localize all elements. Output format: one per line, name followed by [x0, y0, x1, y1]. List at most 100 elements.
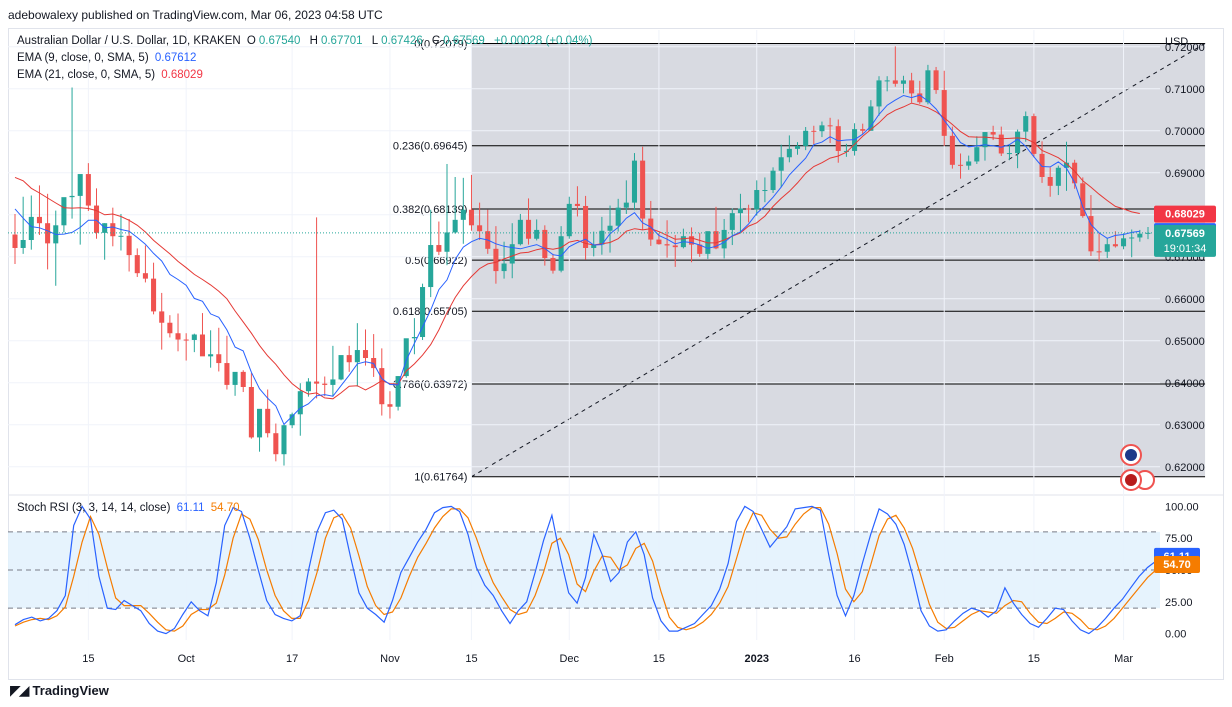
candle-body	[558, 236, 564, 271]
time-tick-label: 2023	[745, 653, 769, 665]
candle-body	[477, 225, 483, 232]
candle-body	[199, 334, 206, 357]
candle-body	[224, 363, 230, 385]
australia-flag-icon-inner	[1125, 449, 1137, 461]
tradingview-logo-icon: ◤◢	[10, 682, 29, 698]
candle-body	[607, 225, 613, 231]
candle-body	[126, 235, 132, 256]
candle-body	[28, 216, 34, 240]
candle-body	[191, 334, 197, 340]
candle-body	[20, 240, 26, 248]
candle-body	[615, 207, 621, 226]
candle-body	[656, 239, 662, 245]
axes: USD0.720000.710000.700000.690000.680000.…	[82, 36, 1216, 665]
candle-body	[517, 219, 523, 245]
candle-body	[640, 160, 646, 219]
event-icons[interactable]	[1120, 444, 1155, 491]
ema-lines	[8, 94, 1160, 426]
candle-body	[167, 322, 173, 334]
candle-body	[599, 230, 605, 245]
time-tick-label: 15	[653, 653, 665, 665]
price-label-text: 0.68029	[1165, 209, 1205, 221]
stoch-tick-label: 75.00	[1165, 533, 1193, 545]
candle-body	[583, 205, 589, 248]
candle-body	[982, 132, 988, 148]
candle-body	[265, 408, 271, 434]
candle-body	[330, 379, 336, 385]
candle-body	[729, 213, 735, 230]
candle-body	[151, 278, 157, 312]
candle-body	[909, 80, 915, 94]
candle-body	[933, 70, 939, 91]
ema21-legend[interactable]: EMA (21, close, 0, SMA, 5) 0.68029	[17, 69, 206, 81]
candle-body	[175, 333, 181, 340]
candle-body	[61, 197, 67, 226]
candle-body	[248, 387, 254, 438]
price-tick-label: 0.70000	[1165, 126, 1205, 138]
candle-body	[69, 195, 75, 198]
candle-body	[574, 203, 580, 206]
candle-body	[1104, 244, 1110, 252]
candle-body	[208, 354, 214, 357]
candle-body	[770, 170, 776, 191]
candle-body	[623, 202, 629, 208]
candle-body	[403, 338, 409, 377]
candle-body	[843, 150, 849, 152]
candle-body	[542, 229, 548, 259]
candle-body	[1129, 237, 1135, 239]
candle-body	[591, 244, 597, 248]
candle-body	[786, 148, 792, 158]
candle-body	[721, 229, 727, 249]
candle-body	[216, 354, 222, 364]
candle-body	[1137, 233, 1143, 238]
fib-level-label: 0.236(0.69645)	[393, 141, 468, 153]
time-tick-label: 16	[848, 653, 860, 665]
stoch-rsi-legend[interactable]: Stoch RSI (3, 3, 14, 14, close) 61.11 54…	[17, 502, 243, 514]
candle-body	[713, 231, 719, 249]
chart-frame	[8, 28, 1224, 680]
bar-countdown: 19:01:34	[1164, 243, 1207, 255]
stoch-tick-label: 100.00	[1165, 501, 1199, 513]
price-tick-label: 0.65000	[1165, 336, 1205, 348]
candle-body	[1006, 153, 1012, 155]
publish-attribution: adebowalexy published on TradingView.com…	[8, 8, 383, 22]
candle-body	[746, 208, 752, 210]
time-tick-label: Nov	[380, 653, 400, 665]
candle-body	[892, 80, 898, 84]
candle-body	[322, 383, 328, 385]
candle-body	[566, 203, 572, 237]
candle-body	[12, 234, 18, 248]
fib-level-label: 0(0.72079)	[414, 38, 467, 50]
fibonacci-retracement[interactable]: 0(0.72079) 0.236(0.69645) 0.382(0.68139) 0.…	[393, 38, 1206, 484]
candle-body	[460, 209, 466, 220]
candle-body	[257, 408, 263, 438]
candle-body	[93, 205, 100, 233]
price-tick-label: 0.64000	[1165, 378, 1205, 390]
candle-body	[917, 93, 923, 103]
candle-body	[925, 70, 931, 103]
candle-body	[754, 190, 760, 210]
symbol-title[interactable]: Australian Dollar / U.S. Dollar, 1D, KRA…	[17, 35, 241, 47]
ema9-legend[interactable]: EMA (9, close, 0, SMA, 5) 0.67612	[17, 52, 199, 64]
candle-body	[395, 376, 401, 407]
candle-body	[974, 147, 980, 162]
candle-body	[314, 381, 320, 384]
fib-level-label: 0.382(0.68139)	[393, 204, 468, 216]
candle-body	[689, 236, 695, 245]
candle-body	[501, 263, 507, 272]
candle-body	[1063, 162, 1070, 168]
tradingview-brand: TradingView	[32, 683, 109, 698]
price-tick-label: 0.62000	[1165, 462, 1205, 474]
tradingview-logo[interactable]: ◤◢ TradingView	[10, 682, 109, 699]
candle-body	[77, 174, 83, 196]
candle-body	[183, 339, 189, 341]
candle-body	[1023, 116, 1029, 132]
candle-body	[876, 80, 882, 107]
stoch-tick-label: 0.00	[1165, 629, 1186, 641]
stoch-k-line	[14, 505, 1165, 635]
candle-body	[672, 245, 678, 248]
candle-body	[868, 106, 874, 131]
time-tick-label: 15	[465, 653, 477, 665]
us-flag-icon-inner	[1125, 474, 1137, 486]
